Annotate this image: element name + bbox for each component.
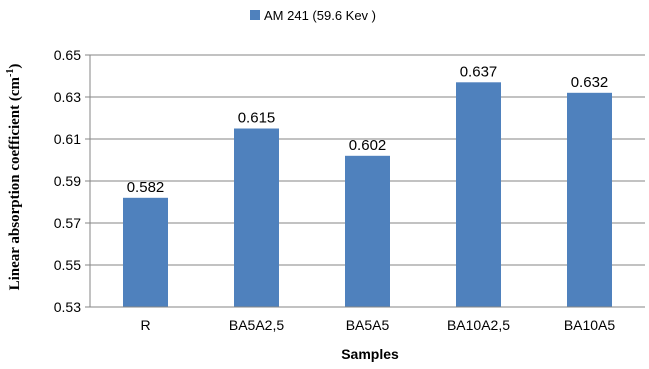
bar: [456, 82, 501, 307]
x-tick-label: BA5A2,5: [229, 317, 284, 333]
x-tick-label: BA5A5: [346, 317, 390, 333]
data-label: 0.582: [127, 179, 165, 196]
legend-label: AM 241 (59.6 Kev ): [264, 8, 376, 23]
y-axis-title-superscript: -1: [5, 69, 16, 77]
x-tick-label: BA10A2,5: [447, 317, 510, 333]
y-tick-label: 0.65: [54, 47, 81, 63]
y-axis-title-main: Linear absorption coefficient (cm: [7, 76, 23, 290]
data-label: 0.637: [460, 63, 498, 80]
bars: [123, 82, 612, 307]
data-label: 0.602: [349, 137, 387, 154]
legend-swatch: [250, 10, 260, 20]
x-tick-label: R: [140, 317, 150, 333]
y-tick-label: 0.57: [54, 215, 81, 231]
y-axis-title-end: ): [7, 64, 23, 69]
data-labels: 0.582 0.615 0.602 0.637 0.632: [127, 63, 609, 196]
bar: [567, 92, 612, 307]
data-label: 0.632: [571, 74, 609, 91]
y-tick-labels: 0.53 0.55 0.57 0.59 0.61 0.63 0.65: [54, 47, 81, 315]
legend: AM 241 (59.6 Kev ): [250, 8, 376, 23]
x-axis-title: Samples: [341, 346, 399, 362]
y-tick-label: 0.63: [54, 89, 81, 105]
bar: [123, 197, 168, 307]
y-axis-title: Linear absorption coefficient (cm-1): [5, 64, 23, 291]
y-tick-label: 0.55: [54, 257, 81, 273]
bar: [234, 128, 279, 307]
bar: [345, 155, 390, 307]
x-tick-label: BA10A5: [564, 317, 616, 333]
x-tick-labels: R BA5A2,5 BA5A5 BA10A2,5 BA10A5: [140, 317, 615, 333]
data-label: 0.615: [238, 110, 276, 127]
y-tick-label: 0.61: [54, 131, 81, 147]
y-tick-label: 0.53: [54, 299, 81, 315]
y-tick-label: 0.59: [54, 173, 81, 189]
